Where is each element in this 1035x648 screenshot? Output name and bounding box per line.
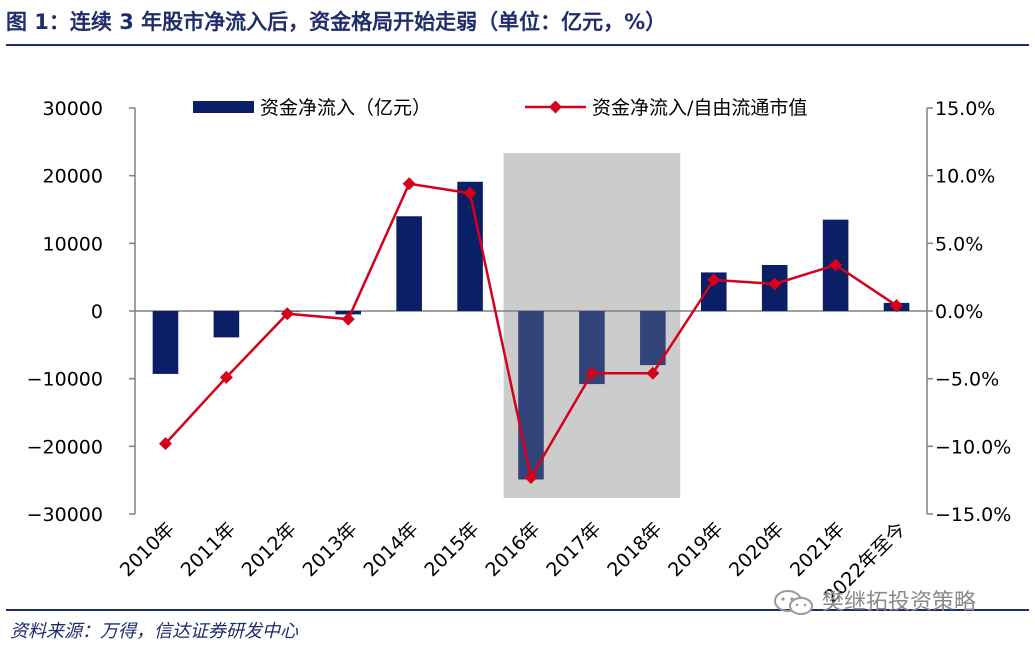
x-tick-label: 2014年 [360, 518, 423, 581]
left-tick-label: −30000 [27, 504, 103, 526]
chart-title: 图 1：连续 3 年股市净流入后，资金格局开始走弱（单位：亿元，%） [6, 10, 667, 34]
ratio-point [768, 277, 782, 291]
left-tick-label: 30000 [43, 98, 103, 120]
ratio-point [280, 307, 294, 321]
x-tick-label: 2016年 [481, 518, 544, 581]
x-tick-label: 2019年 [664, 518, 727, 581]
right-tick-label: 15.0% [935, 98, 995, 120]
right-tick-label: 0.0% [935, 301, 983, 323]
line-layer [158, 177, 904, 484]
ratio-point [158, 437, 172, 451]
watermark: 樊继拓投资策略 [772, 584, 976, 616]
footer-divider [6, 609, 1029, 611]
bar [213, 311, 240, 338]
ratio-point [402, 177, 416, 191]
legend-bar-swatch [193, 101, 254, 113]
legend: 资金净流入（亿元） 资金净流入/自由流通市值 [193, 97, 807, 119]
right-tick-label: −15.0% [935, 504, 1011, 526]
ratio-point [829, 258, 843, 272]
ratio-point [463, 186, 477, 200]
left-tick-label: −10000 [27, 369, 103, 391]
x-tick-label: 2012年 [238, 518, 301, 581]
ratio-point [341, 312, 355, 326]
x-tick-label: 2010年 [116, 518, 179, 581]
right-tick-label: −10.0% [935, 436, 1011, 458]
ratio-point [219, 370, 233, 384]
right-tick-label: 10.0% [935, 166, 995, 188]
left-tick-label: 0 [91, 301, 103, 323]
bar [457, 181, 483, 311]
right-tick-label: 5.0% [935, 233, 983, 255]
bar [396, 216, 422, 311]
right-tick-label: −5.0% [935, 369, 999, 391]
ratio-point [890, 299, 904, 313]
left-tick-label: 20000 [43, 166, 103, 188]
title-divider [6, 44, 1029, 46]
x-tick-label: 2013年 [299, 518, 362, 581]
x-tick-label: 2011年 [177, 518, 240, 581]
wechat-icon [774, 590, 813, 615]
legend-line-label: 资金净流入/自由流通市值 [592, 97, 807, 119]
bar [640, 311, 666, 366]
left-tick-label: 10000 [43, 233, 103, 255]
bar [518, 311, 544, 480]
ratio-point [524, 470, 538, 484]
ratio-point [646, 366, 660, 380]
bar [152, 311, 179, 374]
legend-line-marker [549, 100, 562, 114]
left-tick-label: −20000 [27, 436, 103, 458]
ratio-point [707, 273, 721, 287]
source-note: 资料来源：万得，信达证券研发中心 [10, 621, 298, 642]
ratio-point [585, 366, 599, 380]
watermark-text: 樊继拓投资策略 [822, 590, 977, 615]
legend-bar-label: 资金净流入（亿元） [260, 97, 431, 119]
x-tick-label: 2018年 [603, 518, 666, 581]
x-tick-label: 2020年 [725, 518, 788, 581]
x-tick-label: 2015年 [420, 518, 483, 581]
x-tick-label: 2017年 [542, 518, 605, 581]
